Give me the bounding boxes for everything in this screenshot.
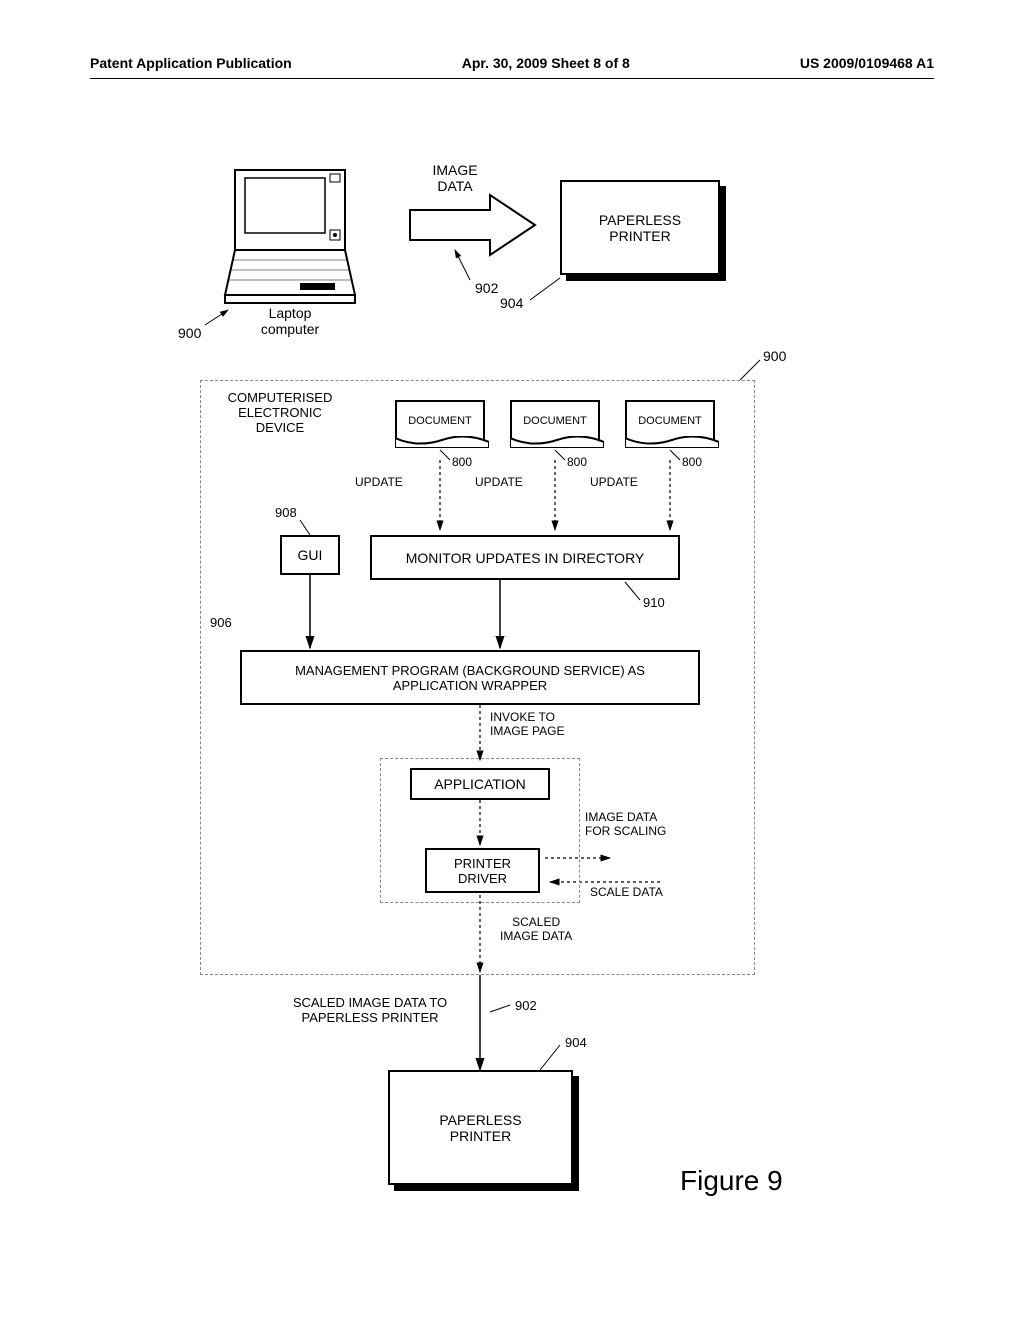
update-3: UPDATE (590, 475, 638, 489)
image-data-text: IMAGE DATA (432, 162, 477, 194)
image-data-label: IMAGE DATA (415, 162, 495, 194)
paperless-printer-top: PAPERLESS PRINTER (560, 180, 720, 275)
monitor-box-label: MONITOR UPDATES IN DIRECTORY (406, 550, 645, 566)
gui-box: GUI (280, 535, 340, 575)
invoke-label: INVOKE TO IMAGE PAGE (490, 710, 564, 738)
mgmt-box: MANAGEMENT PROGRAM (BACKGROUND SERVICE) … (240, 650, 700, 705)
ref-906: 906 (210, 615, 232, 630)
ref-910: 910 (643, 595, 665, 610)
ref-800-2: 800 (567, 455, 587, 469)
scaled-to-printer-text: SCALED IMAGE DATA TO PAPERLESS PRINTER (293, 995, 447, 1025)
update-1: UPDATE (355, 475, 403, 489)
update-2: UPDATE (475, 475, 523, 489)
laptop-label: Laptop computer (250, 305, 330, 337)
mgmt-box-label: MANAGEMENT PROGRAM (BACKGROUND SERVICE) … (295, 663, 645, 693)
paperless-printer-bottom-label: PAPERLESS PRINTER (439, 1112, 521, 1144)
document-3: DOCUMENT (625, 400, 715, 448)
ref-900-top: 900 (178, 325, 201, 341)
laptop-icon (225, 170, 355, 303)
image-data-scaling-label: IMAGE DATA FOR SCALING (585, 810, 666, 838)
document-2-label: DOCUMENT (512, 402, 598, 440)
document-3-label: DOCUMENT (627, 402, 713, 440)
header-right: US 2009/0109468 A1 (800, 55, 934, 71)
page-header: Patent Application Publication Apr. 30, … (0, 55, 1024, 71)
invoke-label-text: INVOKE TO IMAGE PAGE (490, 710, 564, 738)
ref-902-top: 902 (475, 280, 498, 296)
scaled-image-data-text: SCALED IMAGE DATA (500, 915, 572, 943)
scale-data-label: SCALE DATA (590, 885, 663, 899)
document-1-label: DOCUMENT (397, 402, 483, 440)
document-1: DOCUMENT (395, 400, 485, 448)
ref-904-bottom: 904 (565, 1035, 587, 1050)
ref-800-1: 800 (452, 455, 472, 469)
printer-driver-label: PRINTER DRIVER (454, 856, 511, 886)
monitor-box: MONITOR UPDATES IN DIRECTORY (370, 535, 680, 580)
application-box: APPLICATION (410, 768, 550, 800)
laptop-label-text: Laptop computer (261, 305, 319, 337)
header-rule (90, 78, 934, 79)
header-center: Apr. 30, 2009 Sheet 8 of 8 (462, 55, 630, 71)
gui-box-label: GUI (298, 547, 323, 563)
figure-title: Figure 9 (680, 1165, 783, 1197)
scaled-image-data-label: SCALED IMAGE DATA (500, 915, 572, 943)
ref-908: 908 (275, 505, 297, 520)
ref-900-right: 900 (763, 348, 786, 364)
document-2: DOCUMENT (510, 400, 600, 448)
image-data-scaling-text: IMAGE DATA FOR SCALING (585, 810, 666, 838)
printer-driver-box: PRINTER DRIVER (425, 848, 540, 893)
ref-902-bottom: 902 (515, 998, 537, 1013)
paperless-printer-top-label: PAPERLESS PRINTER (599, 212, 681, 244)
container-title: COMPUTERISED ELECTRONIC DEVICE (210, 390, 350, 435)
header-left: Patent Application Publication (90, 55, 292, 71)
paperless-printer-bottom: PAPERLESS PRINTER (388, 1070, 573, 1185)
image-data-arrow (410, 195, 535, 255)
scaled-to-printer-label: SCALED IMAGE DATA TO PAPERLESS PRINTER (270, 995, 470, 1025)
container-title-text: COMPUTERISED ELECTRONIC DEVICE (228, 390, 333, 435)
ref-904-top: 904 (500, 295, 523, 311)
ref-800-3: 800 (682, 455, 702, 469)
application-box-label: APPLICATION (434, 776, 526, 792)
